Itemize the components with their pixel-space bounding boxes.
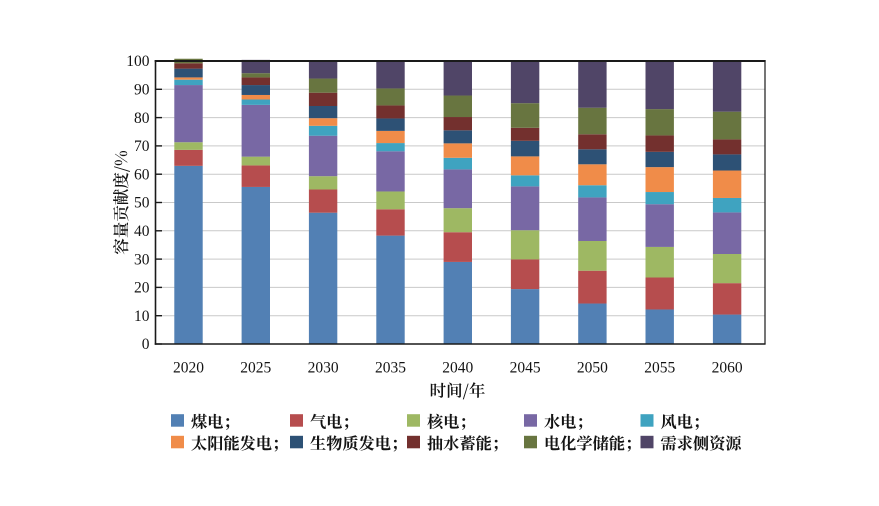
svg-text:2060: 2060 bbox=[712, 360, 743, 377]
svg-text:2050: 2050 bbox=[577, 360, 608, 377]
svg-text:80: 80 bbox=[134, 110, 150, 127]
svg-text:40: 40 bbox=[134, 223, 150, 240]
svg-text:90: 90 bbox=[134, 82, 150, 99]
svg-text:30: 30 bbox=[134, 251, 150, 268]
svg-text:50: 50 bbox=[134, 195, 150, 212]
svg-text:2040: 2040 bbox=[442, 360, 473, 377]
svg-text:20: 20 bbox=[134, 280, 150, 297]
svg-text:2055: 2055 bbox=[644, 360, 675, 377]
svg-text:2035: 2035 bbox=[375, 360, 406, 377]
svg-text:0: 0 bbox=[142, 336, 150, 353]
svg-text:70: 70 bbox=[134, 138, 150, 155]
svg-text:100: 100 bbox=[126, 53, 150, 70]
svg-text:60: 60 bbox=[134, 166, 150, 183]
svg-text:10: 10 bbox=[134, 308, 150, 325]
svg-text:2045: 2045 bbox=[510, 360, 541, 377]
svg-text:2030: 2030 bbox=[308, 360, 339, 377]
svg-text:2025: 2025 bbox=[240, 360, 271, 377]
svg-text:2020: 2020 bbox=[173, 360, 204, 377]
